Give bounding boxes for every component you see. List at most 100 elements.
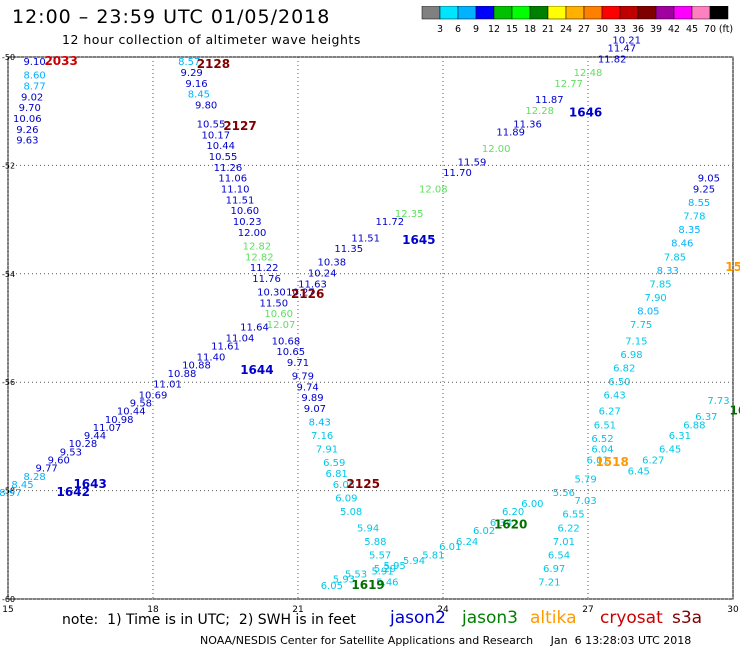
colorbar-label: 18 [524,24,536,35]
swh-value-label: 8.46 [671,239,693,250]
swh-value-label: 6.54 [548,550,570,561]
swh-value-label: 9.60 [48,456,70,467]
y-tick-label: -58 [2,487,15,496]
swh-value-label: 9.79 [292,371,314,382]
swh-value-label: 5.56 [553,488,575,499]
swh-value-label: 5.94 [357,523,379,534]
swh-value-label: 7.21 [538,577,560,588]
swh-value-label: 11.40 [197,353,226,364]
swh-value-label: 6.01 [439,542,461,553]
colorbar-label: 24 [560,24,572,35]
swh-value-label: 7.90 [645,293,667,304]
colorbar-label: 27 [578,24,590,35]
swh-value-label: 10.44 [117,407,146,418]
swh-value-label: 6.00 [521,499,543,510]
swh-value-label: 12.28 [525,106,554,117]
swh-value-label: 10.98 [105,415,134,426]
swh-value-label: 10.65 [276,347,305,358]
swh-value-label: 11.51 [351,233,380,244]
swh-value-label: 7.91 [316,445,338,456]
x-tick-label: 30 [727,605,739,615]
swh-value-label: 8.28 [23,472,45,483]
pass-id-label: 2125 [347,477,380,491]
swh-value-label: 11.26 [214,163,243,174]
swh-value-label: 7.01 [553,537,575,548]
pass-id-label: 1645 [402,233,435,247]
swh-value-label: 7.85 [664,252,686,263]
swh-value-label: 10.21 [612,35,641,46]
swh-value-label: 6.98 [620,350,642,361]
swh-value-label: 11.76 [252,274,281,285]
swh-value-label: 8.45 [188,90,210,101]
swh-value-label: 10.23 [233,217,262,228]
swh-value-label: 9.53 [60,447,82,458]
swh-value-label: 11.06 [218,174,247,185]
swh-value-label: 9.25 [693,185,715,196]
legend-item-s3a: s3a [672,608,703,628]
swh-value-label: 5.94 [403,556,425,567]
pass-id-label: 151 [725,260,740,274]
swh-value-label: 10.55 [209,152,238,163]
swh-value-label: 8.97 [0,488,22,499]
swh-value-label: 9.58 [130,399,152,410]
swh-value-label: 11.22 [250,263,279,274]
colorbar-label: 30 [596,24,608,35]
legend-item-jason2: jason2 [390,608,446,628]
swh-value-label: 7.03 [574,496,596,507]
pass-id-label: 2127 [223,119,256,133]
y-tick-label: -50 [2,53,15,62]
swh-value-label: 6.02 [473,526,495,537]
swh-value-label: 6.50 [608,377,630,388]
swh-value-label: 6.81 [326,469,348,480]
swh-value-label: 6.34 [490,518,512,529]
swh-value-label: 10.30 [257,287,286,298]
swh-value-label: 10.27 [286,287,315,298]
x-tick-label: 21 [292,605,303,615]
swh-value-label: 6.52 [591,434,613,445]
swh-value-label: 6.88 [683,420,705,431]
swh-value-label: 10.28 [69,439,98,450]
x-tick-label: 18 [147,605,159,615]
pass-id-label: 16 [729,404,740,418]
swh-value-label: 9.07 [304,404,326,415]
legend-item-cryosat: cryosat [600,608,663,628]
swh-value-label: 6.27 [599,407,621,418]
swh-value-label: 12.07 [267,320,296,331]
swh-value-label: 8.43 [309,418,331,429]
swh-value-label: 6.31 [669,431,691,442]
pass-id-label: 1646 [569,106,602,120]
swh-value-label: 10.17 [202,130,231,141]
swh-value-label: 11.47 [608,44,637,55]
swh-value-label: 6.51 [594,420,616,431]
swh-value-label: 9.74 [297,382,319,393]
plot-frame [7,56,734,600]
colorbar-swatch [709,6,729,20]
swh-value-label: 12.82 [243,241,272,252]
swh-value-label: 5.81 [422,550,444,561]
colorbar-label: 21 [542,24,554,35]
swh-value-label: 9.77 [36,464,58,475]
swh-value-label: 9.70 [19,103,41,114]
swh-value-label: 9.63 [16,136,38,147]
swh-value-label: 11.61 [211,342,240,353]
colorbar-label: (ft) [719,24,733,35]
swh-value-label: 6.24 [456,537,478,548]
swh-value-label: 10.44 [206,141,235,152]
colorbar-label: 70 [704,24,716,35]
swh-value-label: 9.26 [16,125,38,136]
swh-value-label: 11.36 [513,119,542,130]
pass-id-label: 1620 [494,518,527,532]
swh-value-label: 12.48 [574,68,603,79]
swh-value-label: 6.37 [695,412,717,423]
swh-value-label: 5.88 [364,537,386,548]
swh-value-label: 5.95 [384,561,406,572]
chart-subtitle: 12 hour collection of altimeter wave hei… [62,32,361,47]
swh-value-label: 10.38 [318,258,347,269]
swh-value-label: 11.59 [458,157,487,168]
swh-value-label: 11.04 [226,334,255,345]
swh-value-label: 11.07 [93,423,122,434]
swh-value-label: 7.75 [630,320,652,331]
x-tick-label: 24 [437,605,449,615]
footer-note: note: 1) Time is in UTC; 2) SWH is in fe… [62,612,356,628]
